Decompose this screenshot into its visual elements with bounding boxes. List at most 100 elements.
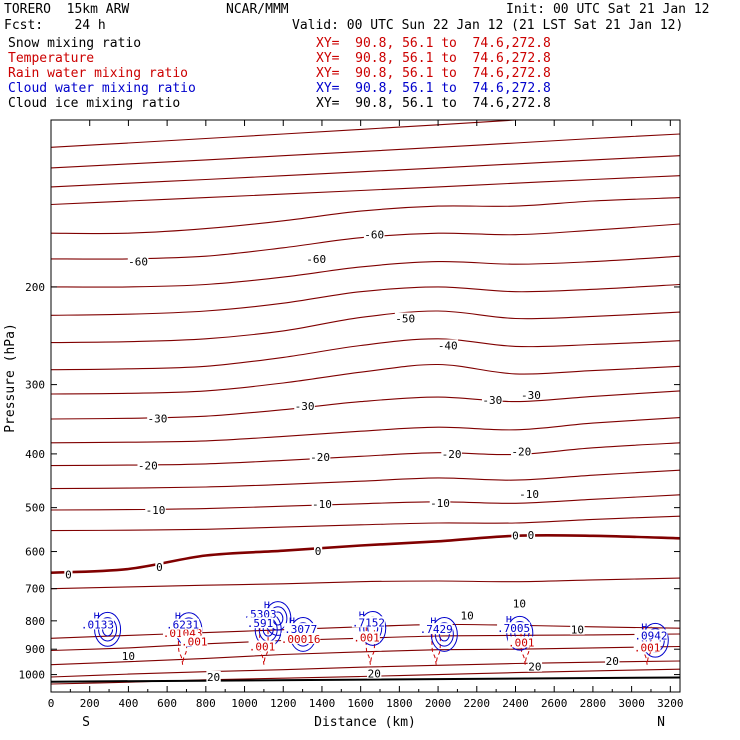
x-tick-label: 3200 [657,697,684,710]
isotherm-label-bg [441,447,462,459]
x-tick-label: 600 [157,697,177,710]
isotherm-label-29: 20 [207,671,220,684]
forecast-hour: Fcst: 24 h [4,18,106,33]
isotherm-lines [51,120,680,685]
rain-water-label-bg [281,632,321,644]
y-tick-label: 600 [25,546,45,559]
x-tick-label: 1200 [270,697,297,710]
isotherm-label-bg [394,312,416,324]
isotherm-line-8 [51,310,680,344]
isotherm-label-17: 0 [65,569,72,582]
isotherm-line-17 [51,533,680,574]
valid-time: Valid: 00 UTC Sun 22 Jan 12 (21 LST Sat … [292,18,684,33]
isotherm-label-13: -10 [146,504,166,517]
isotherm-label-bg [309,450,331,462]
isotherm-label-3: -50 [395,313,415,326]
isotherm-label-19: 0 [315,545,322,558]
isotherm-label-6: -30 [295,400,315,413]
isotherm-line-5 [51,223,680,260]
field-xy-cloud-ice: XY= 90.8, 56.1 to 74.6,272.8 [316,96,551,111]
isotherm-label-15: -10 [430,497,450,510]
isotherm-line-21 [51,645,680,666]
init-time: Init: 00 UTC Sat 21 Jan 12 [506,2,710,17]
rain-cell-4 [520,626,530,665]
x-tick-label: 2600 [541,697,568,710]
isotherm-label-20: 0 [512,529,519,542]
isotherm-line-18 [51,577,680,590]
isotherm-label-bg [311,497,333,509]
isotherm-label-12: -20 [511,445,531,458]
isotherm-label-9: -20 [138,460,158,473]
rain-water-label-bg [163,627,203,639]
isotherm-label-bg [145,504,166,516]
isotherm-line-12 [51,417,680,444]
field-name-temperature: Temperature [8,51,95,66]
isotherm-line-11 [51,390,680,420]
y-tick-label: 800 [25,615,45,628]
x-tick-label: 2400 [502,697,529,710]
x-tick-label: 200 [80,697,100,710]
field-xy-snow: XY= 90.8, 56.1 to 74.6,272.8 [316,36,551,51]
isotherm-label-10: -20 [310,451,330,464]
isotherm-label-0: -60 [128,256,148,269]
isotherm-label-23: 10 [460,609,473,622]
isotherm-label-bg [459,609,475,621]
isotherm-label-bg [155,561,164,573]
isotherm-label-4: -40 [438,339,458,352]
field-name-rain: Rain water mixing ratio [8,66,189,81]
x-axis-label: Distance (km) [314,715,416,730]
cloud-high-marker: H [289,616,295,627]
isotherm-label-bg [437,339,459,351]
rain-water-label-bg [248,640,276,652]
cloud-high-marker: H [506,615,512,626]
isotherm-label-22: 10 [513,598,526,611]
x-tick-label: 1800 [386,697,413,710]
cloud-high-marker: H [94,611,100,622]
rain-water-label-1: .001 [181,636,208,649]
rain-water-label-bg [180,635,208,647]
isotherm-label-11: -20 [442,448,462,461]
rain-water-label-bg [353,631,380,643]
isotherm-label-bg [570,623,585,635]
x-tick-label: 1600 [347,697,374,710]
rain-water-label-5: .001 [508,636,535,649]
isotherm-label-bg [518,487,540,499]
isotherm-label-bg [511,529,520,541]
field-name-cloud-water: Cloud water mixing ratio [8,81,196,96]
isotherm-label-25: 10 [122,650,135,663]
isotherm-line-6 [51,255,680,288]
x-tick-label: 2800 [580,697,607,710]
x-tick-label: 2200 [464,697,491,710]
isotherm-label-bg [510,445,532,457]
isotherm-line-9 [51,338,680,371]
isotherm-label-bg [137,459,159,471]
rain-water-label-4: .001 [353,631,380,644]
rain-water-label-3: .00016 [281,633,321,646]
rain-water-label-6: .001 [634,641,661,654]
field-name-cloud-ice: Cloud ice mixing ratio [8,96,181,111]
isotherm-line-3 [51,175,680,206]
isotherm-label-16: -10 [519,488,539,501]
isotherm-label-7: -30 [482,394,502,407]
x-end-label-south: S [82,715,90,730]
isotherm-label-bg [481,394,503,406]
isotherm-label-bg [367,667,382,679]
y-tick-label: 200 [25,281,45,294]
surface-pressure-path [51,676,680,683]
isotherm-label-5: -30 [148,412,168,425]
cloud-ring-6-1 [434,622,454,647]
cloud-water-label-bg [419,623,453,635]
cloud-water-label-6: .7429 [420,623,453,636]
x-tick-label: 2000 [425,697,452,710]
isotherm-line-10 [51,363,680,395]
isotherm-line-22 [51,660,680,678]
isotherm-label-14: -10 [312,498,332,511]
cloud-high-marker: H [359,610,365,621]
y-tick-label: 1000 [19,669,46,682]
axes: 0 200 400 600 800 1000 1200 1400 1600 1800 2000 220… [19,120,684,710]
cloud-high-marker: H [430,616,436,627]
isotherm-label-bg [605,654,620,666]
isotherm-label-21: 0 [528,529,535,542]
x-tick-label: 0 [48,697,55,710]
field-xy-rain: XY= 90.8, 56.1 to 74.6,272.8 [316,66,551,81]
